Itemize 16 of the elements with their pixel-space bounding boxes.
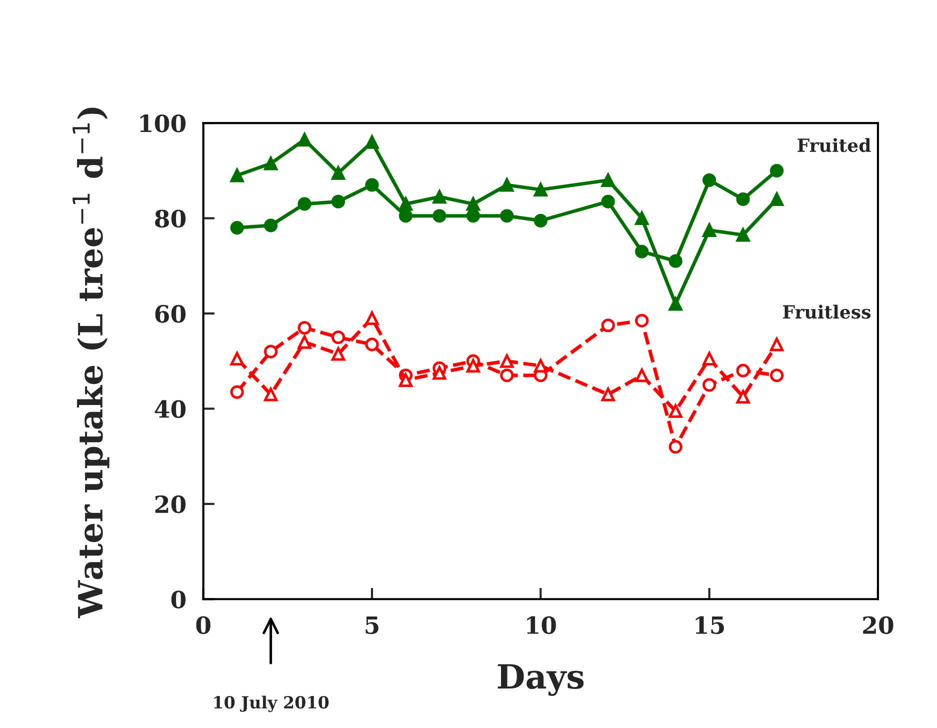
y-tick-label: 100 [140,114,186,132]
y-tick-label: 20 [155,495,186,514]
annotation: Fruited [798,138,871,152]
annotation: Fruitless [783,304,870,319]
x-tick-label: 5 [366,616,378,634]
x-tick-label: 20 [863,616,894,634]
x-tick-label: 15 [696,616,724,634]
y-tick-label: 40 [154,400,186,418]
y-tick-label: 80 [155,210,186,228]
x-tick-label: 0 [196,616,210,634]
y-tick-label: 0 [171,590,186,608]
x-axis-title: Days [498,664,584,696]
text: 10 July 2010 [214,696,329,712]
x-tick-label: 10 [527,616,556,634]
y-tick-label: 60 [155,304,186,323]
y-axis-title: Water uptake (L tree$^{−1}$ d$^{−1}$) [72,108,110,618]
